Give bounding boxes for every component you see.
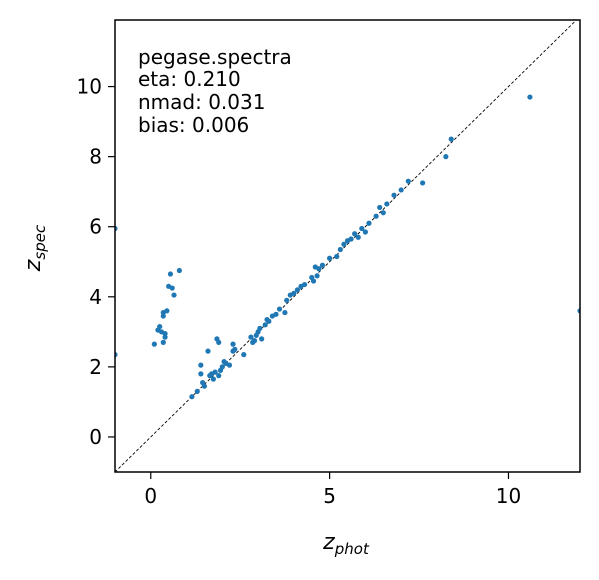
x-axis-label-subscript: phot	[334, 540, 370, 558]
data-point	[448, 136, 454, 142]
data-point	[205, 348, 211, 354]
y-tick-label: 6	[89, 215, 102, 239]
data-point	[219, 364, 225, 370]
annotation-line-4: bias: 0.006	[138, 113, 249, 137]
data-point	[384, 201, 390, 207]
data-point	[248, 334, 254, 340]
data-point	[373, 213, 379, 219]
data-point	[241, 352, 247, 358]
data-point	[276, 306, 283, 312]
y-axis-label-main: z	[21, 259, 46, 272]
data-point	[291, 290, 297, 296]
data-point	[284, 297, 290, 303]
x-axis-label: zphot	[322, 530, 370, 558]
data-point	[352, 231, 358, 237]
data-point	[362, 229, 368, 235]
data-point	[359, 225, 365, 232]
data-point	[366, 220, 372, 226]
data-point	[314, 273, 320, 279]
data-point	[337, 246, 343, 253]
y-tick-label: 8	[89, 145, 102, 169]
data-point	[310, 278, 317, 284]
data-point	[167, 271, 174, 277]
y-axis-label: zspec	[21, 224, 49, 272]
data-points-layer	[115, 94, 580, 400]
data-point	[341, 241, 347, 247]
data-point	[377, 204, 383, 211]
data-point	[176, 267, 182, 274]
data-point	[398, 187, 404, 193]
one-to-one-line	[115, 20, 578, 472]
x-tick-label: 10	[496, 484, 521, 508]
data-point	[319, 262, 326, 268]
data-point	[273, 311, 279, 317]
data-point	[443, 154, 449, 160]
data-point	[201, 383, 208, 389]
data-point	[232, 346, 238, 352]
data-point	[216, 373, 222, 379]
data-point	[316, 266, 322, 272]
annotation-line-1: pegase.spectra	[138, 45, 292, 69]
y-tick-label: 4	[89, 285, 102, 309]
data-point	[212, 369, 218, 375]
data-point	[216, 339, 222, 345]
data-point	[282, 309, 288, 316]
reference-line-layer	[115, 20, 578, 472]
data-point	[230, 341, 236, 347]
x-axis-label-main: z	[322, 530, 335, 555]
data-point	[194, 388, 200, 395]
data-point	[226, 362, 233, 368]
data-point	[348, 236, 354, 242]
y-axis-label-subscript: spec	[31, 224, 49, 260]
data-point	[162, 330, 168, 337]
y-tick-label: 0	[89, 425, 102, 449]
data-point	[355, 234, 361, 240]
annotation-block: pegase.spectra eta: 0.210 nmad: 0.031 bi…	[138, 45, 292, 137]
data-point	[259, 336, 265, 342]
data-point	[171, 292, 177, 298]
data-point	[160, 339, 166, 345]
data-point	[380, 210, 386, 216]
data-point	[251, 338, 258, 344]
data-point	[527, 94, 533, 100]
data-point	[294, 287, 301, 293]
y-tick-label: 10	[77, 75, 102, 99]
data-point	[257, 325, 263, 331]
data-point	[198, 362, 204, 368]
data-point	[151, 341, 157, 347]
data-point	[327, 255, 333, 261]
data-point	[301, 281, 308, 288]
x-tick-label: 0	[144, 484, 157, 508]
data-point	[157, 323, 163, 330]
data-point	[405, 178, 411, 184]
y-axis-ticks: 0 2 4 6 8 10	[77, 75, 115, 449]
data-point	[262, 322, 268, 328]
data-point	[210, 376, 216, 382]
annotation-line-3: nmad: 0.031	[138, 90, 265, 114]
annotation-line-2: eta: 0.210	[138, 67, 241, 91]
y-tick-label: 2	[89, 355, 102, 379]
x-axis-ticks: 0 5 10	[144, 472, 521, 508]
data-point	[198, 371, 204, 377]
data-point	[334, 253, 340, 260]
data-point	[391, 192, 397, 198]
data-point	[266, 318, 272, 324]
data-point	[169, 285, 175, 291]
x-tick-label: 5	[323, 484, 336, 508]
data-point	[164, 308, 170, 314]
data-point	[160, 313, 166, 319]
data-point	[189, 394, 195, 400]
data-point	[420, 180, 426, 186]
plot-frame	[114, 19, 581, 473]
